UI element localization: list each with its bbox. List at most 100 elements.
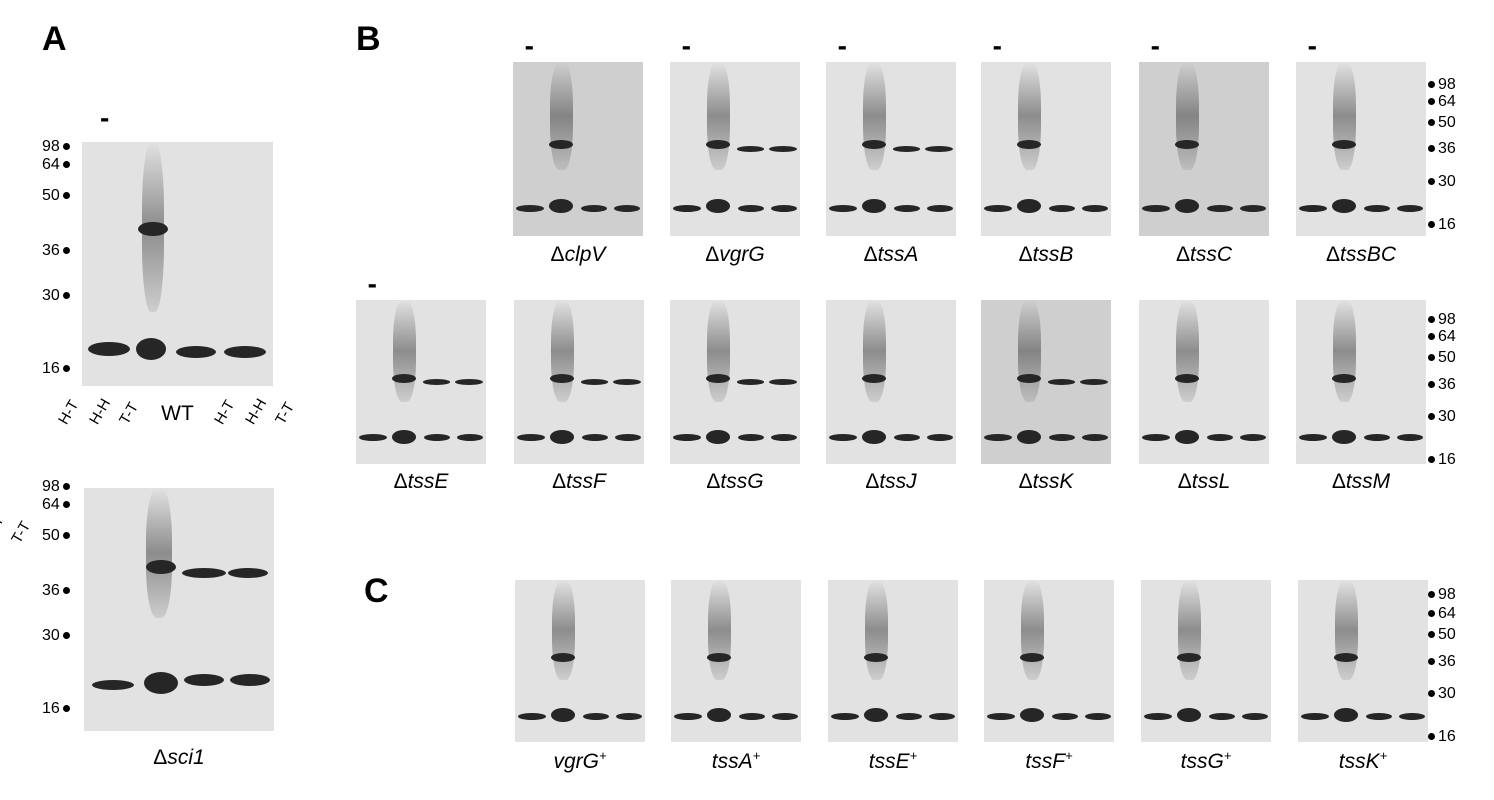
blot-panel-c [984,580,1114,742]
band [1333,707,1359,722]
band [422,378,451,385]
caption-name: tssF [1025,750,1066,773]
band [136,338,166,360]
caption-delta: Δ [1177,470,1192,493]
caption-row1: ΔtssC [1139,243,1269,267]
smear [1176,62,1200,170]
caption-row2: ΔtssG [670,470,800,494]
band [615,712,642,720]
band [673,434,701,442]
band [987,712,1015,720]
band [674,712,702,720]
caption-row2: ΔtssE [356,470,486,494]
blot-row2 [670,300,800,464]
band [550,652,576,662]
lane-minus-label: - [837,30,847,61]
caption-name: tssF [566,470,606,493]
band [146,560,176,574]
caption-panel-c: tssF+ [984,748,1114,774]
smear [708,580,732,681]
caption-name: tssK [1338,750,1380,773]
band [228,568,268,578]
lane-minus-label: - [524,30,534,61]
band [613,204,640,212]
marker-98: 98 [42,139,73,155]
lane-minus-label: - [367,268,377,299]
band [1142,434,1170,442]
caption-delta: Δ [552,470,567,493]
marker-64: 64 [42,157,73,173]
band [1142,204,1170,212]
band [1241,712,1268,720]
band [518,712,546,720]
panel-letter-a: A [42,20,67,58]
lane-minus-label: - [1150,30,1160,61]
band [896,712,923,720]
caption-row2: ΔtssM [1296,470,1426,494]
marker-36: 36 [42,243,73,259]
band [984,434,1012,442]
marker-30: 30 [1425,174,1456,190]
caption-row1: ΔclpV [513,243,643,267]
band [770,204,797,212]
band [1081,434,1108,442]
blot-row1 [513,62,643,236]
band [769,378,797,385]
blot-row2 [514,300,644,464]
band [1016,429,1042,444]
caption-delta: Δ [550,243,565,266]
blot-panel-c [1298,580,1428,742]
band [894,204,921,212]
band [1174,373,1200,383]
lane-minus-label: - [100,102,110,133]
band [1207,204,1234,212]
band [1176,707,1202,722]
marker-64: 64 [1425,94,1456,110]
lane-minus-label: - [992,30,1002,61]
marker-50: 50 [42,188,73,204]
band [516,204,544,212]
band [1016,373,1042,383]
caption-delta: Δ [1331,470,1346,493]
marker-30: 30 [42,628,73,644]
caption-name: tssA [711,750,753,773]
caption-name: clpV [564,243,606,266]
band [1331,199,1357,214]
marker-36: 36 [42,583,73,599]
band [1016,199,1042,214]
band [928,712,955,720]
smear [707,300,731,402]
blot-row2 [1139,300,1269,464]
caption-name: tssBC [1340,243,1397,266]
smear [146,488,172,618]
smear [1178,580,1202,681]
blot-sci1 [84,488,274,731]
blot-panel-c [515,580,645,742]
smear [1333,62,1357,170]
band [549,373,575,383]
marker-64: 64 [1425,606,1456,622]
caption-delta: Δ [1018,470,1033,493]
band [1333,652,1359,662]
band [1080,378,1108,385]
caption-name: tssK [1032,470,1074,493]
band [1239,204,1266,212]
marker-98: 98 [42,479,73,495]
caption-delta: Δ [863,243,878,266]
band [1016,140,1042,150]
band [1331,429,1357,444]
band [92,680,134,690]
blot-row1 [1139,62,1269,236]
band [861,199,887,214]
band [892,145,921,152]
caption-row2: ΔtssJ [826,470,956,494]
band [614,434,641,442]
band [1081,204,1108,212]
band [706,652,732,662]
caption-panel-c: tssK+ [1298,748,1428,774]
blot-row2 [981,300,1111,464]
caption-name: tssJ [879,470,917,493]
band [144,672,178,694]
marker-16: 16 [1425,452,1456,468]
band [138,222,168,236]
